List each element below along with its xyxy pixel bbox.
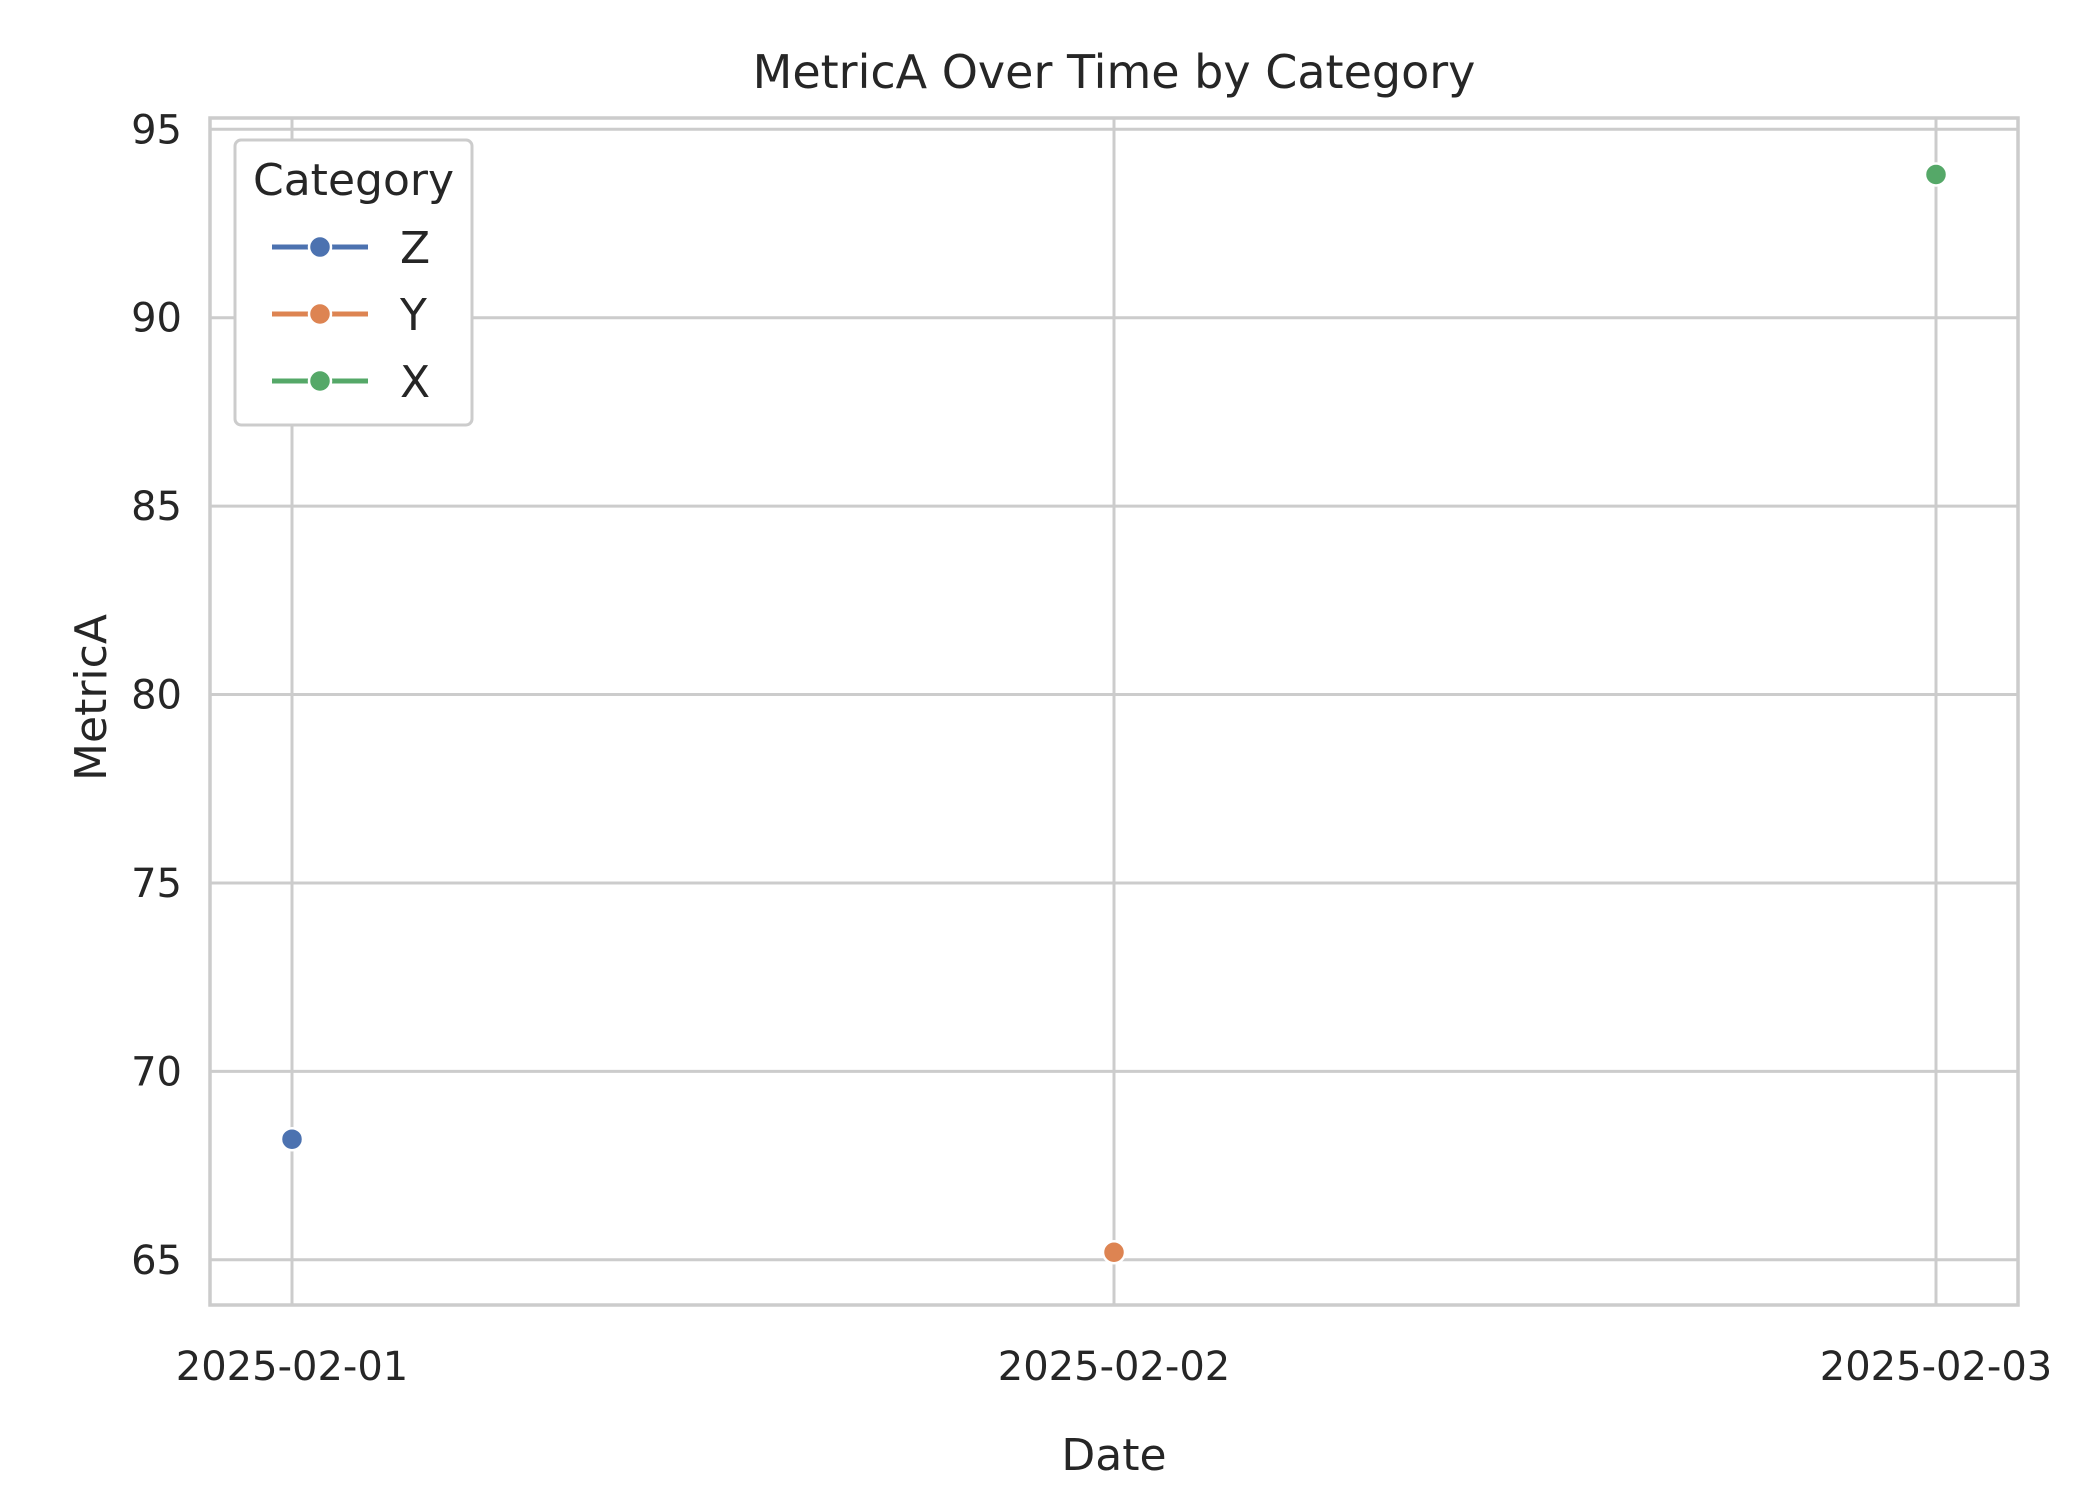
y-tick-label: 85	[131, 484, 182, 530]
plot-frame	[208, 116, 2020, 1307]
chart-title: MetricA Over Time by Category	[753, 45, 1476, 99]
series-X	[1923, 162, 1949, 187]
y-tick-label: 75	[131, 861, 182, 907]
x-tick-labels: 2025-02-01 2025-02-02 2025-02-03	[176, 1344, 2052, 1390]
legend-marker	[307, 368, 333, 394]
legend-marker	[307, 301, 333, 327]
data-point	[1101, 1239, 1127, 1265]
legend-entry-Z: Z	[272, 223, 430, 274]
legend-title: Category	[253, 155, 454, 206]
y-tick-label: 95	[131, 107, 182, 153]
y-tick-label: 80	[131, 673, 182, 719]
series-Z	[279, 1126, 305, 1152]
legend-marker	[307, 234, 333, 260]
y-tick-label: 70	[131, 1049, 182, 1095]
legend-entries: ZYX	[272, 223, 430, 408]
legend-entry-Y: Y	[272, 290, 427, 341]
legend-entry-X: X	[272, 357, 430, 408]
y-axis-label: MetricA	[66, 614, 117, 781]
data-point	[1923, 162, 1949, 187]
data-point	[279, 1126, 305, 1152]
legend-label: X	[400, 357, 430, 408]
y-tick-labels: 65 70 75 80 85 90 95	[131, 107, 182, 1283]
series	[279, 162, 1949, 1265]
x-tick-label: 2025-02-01	[176, 1344, 408, 1390]
legend-label: Z	[400, 223, 430, 274]
legend-box	[233, 138, 474, 427]
grid	[210, 118, 2018, 1305]
x-tick-label: 2025-02-03	[1820, 1344, 2052, 1390]
legend: Category ZYX	[233, 138, 474, 427]
y-tick-label: 65	[131, 1238, 182, 1284]
x-tick-label: 2025-02-02	[998, 1344, 1230, 1390]
series-Y	[1101, 1239, 1127, 1265]
x-axis-label: Date	[1061, 1430, 1166, 1481]
legend-label: Y	[399, 290, 427, 341]
y-tick-label: 90	[131, 296, 182, 342]
